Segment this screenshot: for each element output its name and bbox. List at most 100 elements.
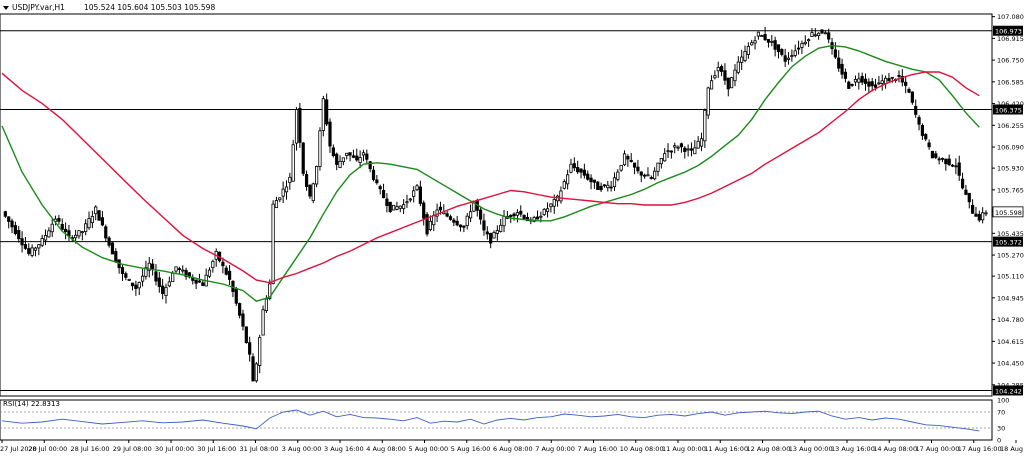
candle [944, 158, 948, 171]
candle [157, 272, 161, 293]
bear-candle-body [649, 177, 653, 179]
horizontal-levels[interactable]: 106.973 106.375 105.372 104.242 [0, 25, 1023, 396]
time-tick-label: 30 Jul 00:00 [155, 445, 194, 453]
candle [432, 210, 436, 232]
candle [445, 210, 449, 218]
time-tick-label: 30 Jul 16:00 [197, 445, 236, 453]
bear-candle-body [57, 218, 61, 222]
bull-candle-body [288, 176, 292, 183]
candle [23, 236, 28, 250]
bull-candle-body [174, 266, 178, 272]
candle [351, 149, 356, 159]
time-tick-label: 7 Aug 16:00 [578, 445, 618, 453]
bear-candle-body [977, 214, 981, 221]
candle [341, 157, 345, 166]
bull-candle-body [315, 165, 319, 185]
rsi-tick-label: 70 [997, 409, 1005, 417]
bear-candle-body [244, 326, 248, 344]
candle [914, 99, 918, 118]
candle [452, 217, 456, 227]
candle [793, 44, 797, 58]
candle [576, 160, 580, 175]
candle [813, 28, 817, 38]
candle [676, 145, 680, 151]
candle [375, 175, 379, 185]
candle [345, 152, 349, 160]
bear-candle-body [609, 186, 613, 189]
candle [151, 259, 155, 276]
bull-candle-body [77, 230, 81, 237]
bear-candle-body [723, 70, 727, 81]
bear-candle-body [114, 251, 118, 263]
level-label: 104.242 [995, 387, 1022, 395]
horizontal-level[interactable]: 105.372 [0, 236, 1023, 247]
bull-candle-body [984, 212, 988, 215]
candle [930, 150, 935, 159]
bear-candle-body [110, 242, 115, 255]
bear-candle-body [512, 213, 516, 217]
candlesticks [3, 26, 988, 383]
bull-candle-body [857, 78, 861, 83]
candle [502, 209, 506, 233]
candle [586, 170, 590, 181]
candle [154, 264, 158, 286]
candle [599, 182, 603, 193]
bull-candle-body [880, 80, 884, 84]
candle [934, 150, 938, 160]
candle [238, 302, 242, 319]
bull-candle-body [345, 152, 349, 156]
candle [780, 48, 784, 57]
bear-candle-body [669, 150, 673, 153]
rsi-label: RSI(14) 22.8313 [3, 400, 60, 408]
candle [84, 219, 88, 236]
bear-candle-body [368, 161, 372, 170]
rsi-tick-label: 0 [997, 437, 1001, 445]
bull-candle-body [274, 200, 279, 209]
symbol-dropdown-icon[interactable] [3, 6, 9, 10]
bull-candle-body [412, 190, 416, 197]
candle [33, 246, 38, 257]
bull-candle-body [144, 267, 148, 277]
bear-candle-body [458, 224, 463, 228]
bull-candle-body [730, 77, 734, 89]
bull-candle-body [47, 230, 51, 238]
candle [730, 76, 734, 89]
candle [13, 221, 17, 236]
bull-candle-body [268, 283, 272, 299]
candle [134, 280, 138, 296]
bear-candle-body [489, 233, 493, 244]
candle [602, 184, 607, 188]
bull-candle-body [703, 109, 707, 142]
bear-candle-body [974, 213, 978, 217]
time-tick-label: 4 Aug 08:00 [366, 445, 406, 453]
candle [542, 208, 546, 217]
bear-candle-body [351, 155, 356, 158]
horizontal-level[interactable]: 106.973 [0, 25, 1023, 36]
candle [639, 171, 643, 183]
horizontal-level[interactable]: 104.242 [0, 385, 1023, 396]
bear-candle-body [897, 74, 901, 77]
bull-candle-body [84, 223, 88, 232]
price-tick-label: 105.110 [997, 273, 1024, 281]
candle [686, 144, 690, 157]
bull-candle-body [405, 201, 409, 204]
candle [10, 218, 14, 234]
candle [709, 75, 714, 90]
level-label: 105.372 [995, 239, 1022, 247]
candle [254, 361, 258, 383]
bear-candle-body [104, 226, 108, 239]
bear-candle-body [27, 248, 31, 254]
bull-candle-body [80, 231, 84, 234]
bear-candle-body [967, 192, 971, 203]
horizontal-level[interactable]: 106.375 [0, 104, 1023, 115]
bull-candle-body [294, 109, 299, 144]
candle [482, 213, 486, 236]
price-axis: 107.080 106.915 106.750 106.585 106.420 106.2… [992, 13, 1024, 389]
candle [857, 72, 861, 90]
bull-candle-body [756, 31, 761, 37]
price-tick-label: 106.255 [997, 122, 1024, 130]
candle [572, 157, 576, 172]
bear-candle-body [331, 147, 335, 157]
